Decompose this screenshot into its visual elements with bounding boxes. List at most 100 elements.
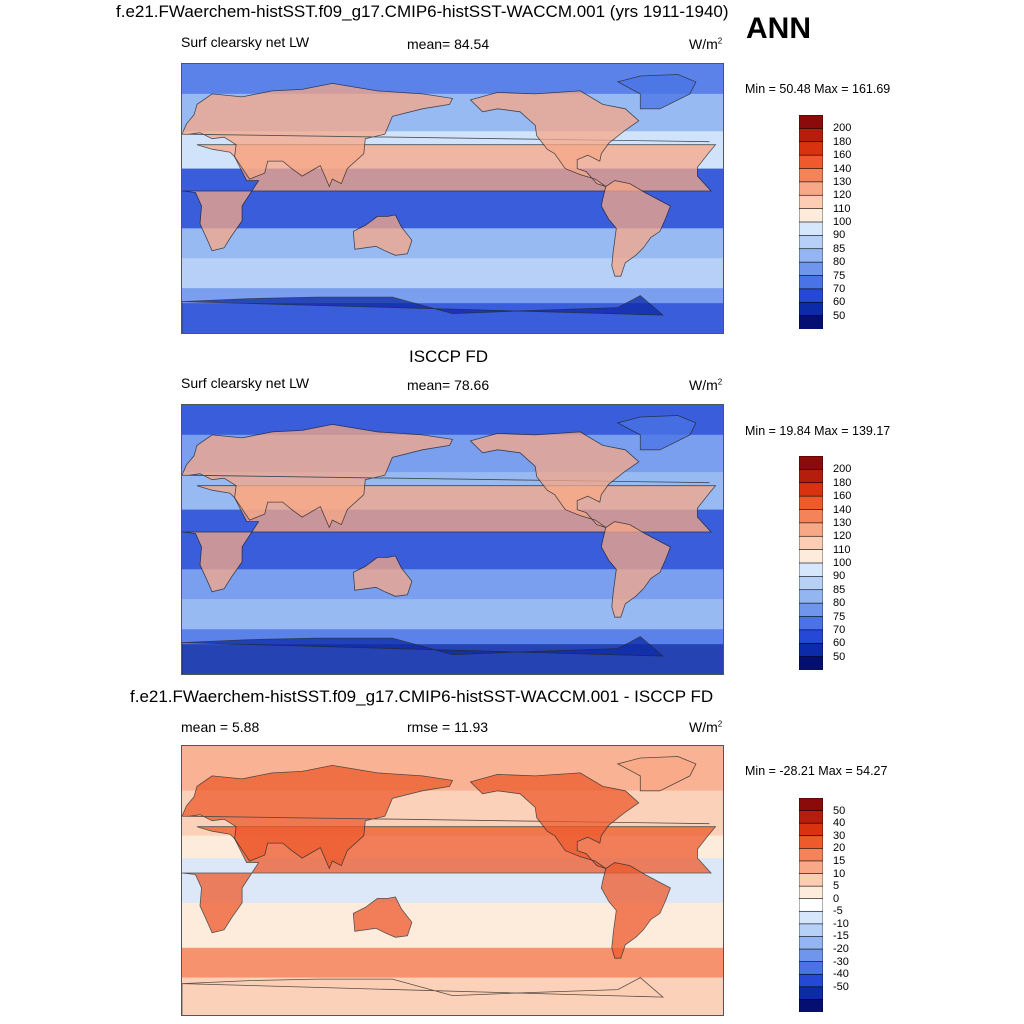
panel3-rmse-label: rmse = 11.93	[407, 719, 489, 735]
colorbar-tick-label: 0	[833, 892, 840, 905]
colorbar-tick-label: 85	[833, 583, 846, 596]
panel3-mean-label: mean = 5.88	[181, 719, 260, 735]
colorbar-tick-label: -30	[833, 955, 849, 968]
colorbar-tick-label: 50	[833, 309, 846, 322]
colorbar-swatch	[799, 315, 823, 329]
colorbar-swatch	[799, 873, 823, 887]
colorbar-swatch	[799, 898, 823, 913]
colorbar-tick-label: 130	[833, 175, 852, 188]
colorbar-tick-label: 180	[833, 135, 852, 148]
colorbar-swatch	[799, 154, 823, 170]
colorbar-swatch	[799, 656, 823, 670]
colorbar-swatch	[799, 562, 823, 578]
colorbar-swatch	[799, 835, 823, 850]
panel3-title: f.e21.FWaerchem-histSST.f09_g17.CMIP6-hi…	[130, 687, 714, 706]
colorbar-tick-label: 60	[833, 637, 846, 650]
colorbar-swatch	[799, 810, 823, 824]
panel3-map	[181, 745, 724, 1016]
continent-antarctica	[182, 295, 665, 333]
panel3-minmax-label: Min = -28.21 Max = 54.27	[745, 764, 888, 778]
colorbar-tick-label: 20	[833, 842, 846, 855]
colorbar-tick-label: 60	[833, 296, 846, 309]
colorbar-swatch	[799, 973, 823, 988]
colorbar-swatch	[799, 495, 823, 511]
colorbar-tick-label: 80	[833, 256, 846, 269]
colorbar-swatch	[799, 141, 823, 156]
continent-greenland	[616, 415, 697, 451]
continent-namerica	[469, 90, 640, 187]
colorbar-swatch	[799, 288, 823, 304]
colorbar-swatch	[799, 910, 823, 925]
colorbar-swatch	[799, 923, 823, 938]
colorbar-tick-label: 50	[833, 650, 846, 663]
panel3-colorbar	[799, 798, 823, 1012]
colorbar-swatch	[799, 936, 823, 950]
field-band	[182, 599, 723, 630]
colorbar-tick-label: 90	[833, 229, 846, 242]
colorbar-tick-label: 15	[833, 854, 846, 867]
colorbar-swatch	[799, 986, 823, 1001]
colorbar-tick-label: 160	[833, 149, 852, 162]
colorbar-swatch	[799, 589, 823, 604]
colorbar-tick-label: -50	[833, 980, 849, 993]
colorbar-swatch	[799, 469, 823, 484]
colorbar-tick-label: 110	[833, 202, 851, 215]
colorbar-swatch	[799, 221, 823, 237]
continent-antarctica	[182, 636, 665, 674]
continent-australia	[352, 214, 413, 256]
colorbar-tick-label: 10	[833, 867, 846, 880]
panel3-units-label: W/m2	[689, 719, 723, 735]
colorbar-tick-label: 90	[833, 570, 846, 583]
continent-australia	[352, 555, 413, 597]
colorbar-tick-label: -5	[833, 905, 843, 918]
colorbar-swatch	[799, 860, 823, 875]
continent-australia	[352, 896, 413, 938]
colorbar-tick-label: 70	[833, 623, 846, 636]
colorbar-swatch	[799, 848, 823, 862]
colorbar-tick-label: 200	[833, 122, 852, 135]
panel1-minmax-label: Min = 50.48 Max = 161.69	[745, 82, 891, 96]
continent-eurasia	[182, 82, 710, 188]
colorbar-tick-label: -15	[833, 930, 849, 943]
colorbar-swatch	[799, 642, 823, 658]
colorbar-swatch	[799, 999, 823, 1012]
panel2-mean-label: mean= 78.66	[407, 377, 490, 393]
season-label: ANN	[746, 12, 811, 45]
colorbar-tick-label: 80	[833, 597, 846, 610]
colorbar-swatch	[799, 456, 823, 471]
colorbar-swatch	[799, 181, 823, 197]
colorbar-tick-label: 75	[833, 610, 846, 623]
continent-greenland	[616, 74, 697, 110]
colorbar-tick-label: 85	[833, 242, 846, 255]
panel2-map	[181, 404, 724, 675]
continent-samerica	[600, 180, 671, 277]
colorbar-tick-label: 30	[833, 829, 846, 842]
colorbar-tick-label: 110	[833, 543, 851, 556]
colorbar-swatch	[799, 535, 823, 551]
colorbar-swatch	[799, 194, 823, 210]
colorbar-tick-label: -40	[833, 968, 849, 981]
colorbar-swatch	[799, 482, 823, 497]
colorbar-swatch	[799, 522, 823, 538]
continent-greenland	[616, 756, 697, 792]
colorbar-swatch	[799, 798, 823, 812]
colorbar-tick-label: 180	[833, 476, 852, 489]
colorbar-swatch	[799, 128, 823, 143]
colorbar-tick-label: 140	[833, 162, 852, 175]
colorbar-swatch	[799, 168, 823, 183]
continent-eurasia	[182, 423, 710, 529]
colorbar-swatch	[799, 885, 823, 900]
colorbar-tick-label: 160	[833, 490, 852, 503]
colorbar-tick-label: 120	[833, 530, 852, 543]
colorbar-swatch	[799, 948, 823, 963]
colorbar-tick-label: -20	[833, 943, 849, 956]
colorbar-tick-label: 100	[833, 216, 852, 228]
colorbar-tick-label: 70	[833, 282, 846, 295]
continent-samerica	[600, 521, 671, 618]
colorbar-swatch	[799, 549, 823, 564]
colorbar-swatch	[799, 629, 823, 645]
field-band	[182, 947, 723, 978]
colorbar-tick-label: 50	[833, 804, 846, 817]
colorbar-tick-label: -10	[833, 917, 849, 930]
continent-namerica	[469, 431, 640, 528]
